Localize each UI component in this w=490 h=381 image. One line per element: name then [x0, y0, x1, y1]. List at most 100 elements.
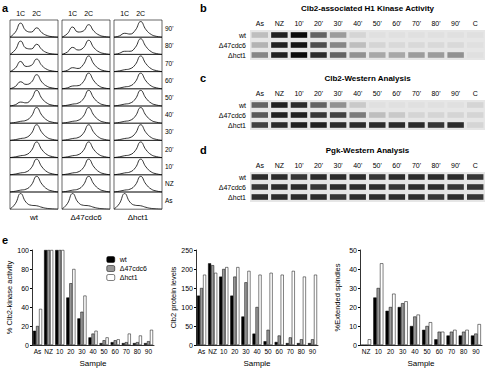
svg-text:70: 70: [287, 348, 295, 355]
svg-text:30': 30': [334, 90, 343, 97]
svg-text:20: 20: [67, 348, 75, 355]
svg-text:NZ: NZ: [208, 348, 217, 355]
svg-text:C: C: [473, 90, 478, 97]
svg-text:90': 90': [451, 20, 460, 27]
svg-text:40: 40: [21, 304, 29, 311]
svg-text:80: 80: [21, 266, 29, 273]
svg-text:NZ: NZ: [275, 162, 285, 169]
svg-text:250: 250: [181, 247, 193, 254]
svg-text:70': 70': [165, 60, 173, 67]
svg-text:60: 60: [276, 348, 284, 355]
svg-text:e: e: [2, 234, 8, 246]
svg-text:As: As: [198, 348, 206, 355]
svg-text:100: 100: [17, 247, 29, 254]
svg-text:Δ47cdc6: Δ47cdc6: [219, 184, 246, 191]
svg-text:40': 40': [165, 111, 173, 118]
svg-text:20: 20: [231, 348, 239, 355]
svg-text:60: 60: [112, 348, 120, 355]
svg-text:NZ: NZ: [165, 180, 174, 187]
svg-text:Δhct1: Δhct1: [228, 122, 246, 129]
svg-text:80: 80: [298, 348, 306, 355]
svg-text:60': 60': [392, 162, 401, 169]
svg-text:As: As: [165, 197, 173, 204]
svg-text:Δhct1: Δhct1: [228, 194, 246, 201]
svg-text:50': 50': [165, 94, 173, 101]
svg-text:0: 0: [353, 342, 357, 349]
svg-text:90: 90: [145, 348, 153, 355]
svg-text:2C: 2C: [32, 10, 41, 17]
svg-text:80': 80': [431, 90, 440, 97]
svg-text:Δ47cdc6: Δ47cdc6: [219, 112, 246, 119]
svg-text:20: 20: [349, 304, 357, 311]
svg-text:Δ47cdc6: Δ47cdc6: [219, 42, 246, 49]
svg-text:1C: 1C: [16, 10, 25, 17]
svg-text:Clb2 protein levels: Clb2 protein levels: [169, 266, 178, 328]
svg-text:As: As: [256, 162, 265, 169]
svg-text:40': 40': [353, 20, 362, 27]
svg-text:a: a: [2, 2, 9, 14]
svg-text:100: 100: [181, 304, 193, 311]
svg-text:80': 80': [165, 42, 173, 49]
svg-text:20: 20: [387, 348, 395, 355]
svg-text:1C: 1C: [120, 10, 129, 17]
svg-text:30: 30: [349, 285, 357, 292]
svg-text:10': 10': [294, 90, 303, 97]
svg-text:90': 90': [165, 25, 173, 32]
svg-text:wt: wt: [238, 174, 246, 181]
svg-text:2C: 2C: [84, 10, 93, 17]
svg-text:wt: wt: [119, 256, 127, 263]
svg-text:60': 60': [165, 77, 173, 84]
svg-text:As: As: [256, 90, 265, 97]
svg-text:NZ: NZ: [275, 90, 285, 97]
svg-text:70': 70': [412, 90, 421, 97]
svg-text:NZ: NZ: [44, 348, 53, 355]
svg-text:50: 50: [349, 247, 357, 254]
svg-text:Pgk-Western Analysis: Pgk-Western Analysis: [326, 146, 410, 155]
svg-text:% Clb2-kinase activity: % Clb2-kinase activity: [5, 261, 14, 335]
svg-text:40: 40: [349, 266, 357, 273]
svg-text:Δhct1: Δhct1: [128, 213, 149, 222]
svg-text:20': 20': [165, 146, 173, 153]
svg-text:50': 50': [373, 90, 382, 97]
svg-text:90: 90: [472, 348, 480, 355]
svg-text:40': 40': [353, 162, 362, 169]
svg-text:40: 40: [89, 348, 97, 355]
svg-text:Clb2-associated H1 Kinase Acti: Clb2-associated H1 Kinase Activity: [301, 4, 435, 13]
svg-text:c: c: [200, 72, 206, 84]
svg-text:10: 10: [375, 348, 383, 355]
svg-text:80: 80: [460, 348, 468, 355]
svg-text:40: 40: [253, 348, 261, 355]
svg-text:10: 10: [349, 323, 357, 330]
svg-text:30: 30: [399, 348, 407, 355]
svg-text:Sample: Sample: [79, 359, 107, 368]
svg-text:10': 10': [294, 162, 303, 169]
svg-text:60: 60: [21, 285, 29, 292]
svg-text:wt: wt: [29, 213, 39, 222]
svg-text:b: b: [200, 2, 207, 14]
svg-text:40': 40': [353, 90, 362, 97]
svg-text:20': 20': [314, 20, 323, 27]
svg-text:50: 50: [100, 348, 108, 355]
svg-text:50: 50: [185, 323, 193, 330]
svg-text:As: As: [34, 348, 42, 355]
svg-text:80: 80: [134, 348, 142, 355]
svg-text:20': 20': [314, 162, 323, 169]
svg-text:0: 0: [25, 342, 29, 349]
svg-text:30: 30: [78, 348, 86, 355]
svg-text:90': 90': [451, 162, 460, 169]
svg-text:40: 40: [411, 348, 419, 355]
svg-text:80': 80': [431, 20, 440, 27]
svg-text:50: 50: [264, 348, 272, 355]
svg-text:Δ47cdc6: Δ47cdc6: [70, 213, 102, 222]
svg-text:60: 60: [436, 348, 444, 355]
svg-text:Δhct1: Δhct1: [228, 52, 246, 59]
svg-text:50: 50: [423, 348, 431, 355]
svg-text:10: 10: [56, 348, 64, 355]
svg-text:Δ47cdc6: Δ47cdc6: [120, 265, 147, 272]
svg-text:30': 30': [334, 20, 343, 27]
svg-text:60': 60': [392, 20, 401, 27]
svg-text:70: 70: [448, 348, 456, 355]
svg-text:20': 20': [314, 90, 323, 97]
svg-text:Δhct1: Δhct1: [120, 274, 138, 281]
svg-text:2C: 2C: [136, 10, 145, 17]
